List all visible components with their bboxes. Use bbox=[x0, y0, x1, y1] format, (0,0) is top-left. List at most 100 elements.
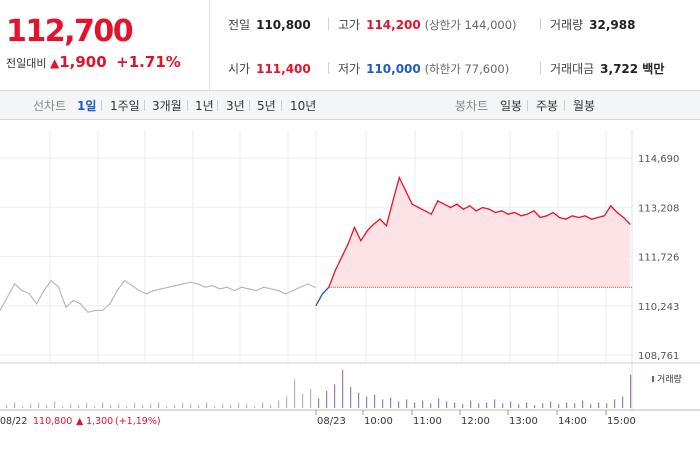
volume-bar bbox=[550, 401, 552, 408]
data-point bbox=[94, 309, 96, 312]
data-point bbox=[539, 216, 541, 219]
tab-monthly-candle[interactable]: 월봉 bbox=[573, 99, 596, 113]
x-tick-label: 08/23 bbox=[317, 416, 346, 427]
data-point bbox=[385, 225, 388, 227]
volume-bar bbox=[630, 374, 632, 408]
data-point bbox=[241, 286, 243, 288]
data-point bbox=[153, 289, 155, 292]
tab-weekly-candle[interactable]: 주봉 bbox=[536, 99, 559, 113]
data-point bbox=[233, 289, 236, 292]
data-point bbox=[411, 203, 413, 205]
volume-legend: 거래량 bbox=[657, 373, 682, 385]
x-tick-label: 12:00 bbox=[461, 416, 490, 427]
volume-bar bbox=[470, 400, 472, 408]
data-point bbox=[558, 216, 561, 219]
data-point bbox=[6, 296, 8, 298]
price-chart: 114,690 113,208 111,726 110,243 108,761 08/2… bbox=[0, 120, 700, 450]
volume-bar bbox=[286, 396, 288, 408]
volume-bar bbox=[606, 403, 608, 408]
prev-day-percent: (+1,19%) bbox=[115, 416, 161, 427]
volume-bar bbox=[278, 400, 280, 408]
data-point bbox=[43, 289, 45, 292]
data-point bbox=[456, 203, 458, 205]
data-point bbox=[424, 210, 426, 212]
data-point bbox=[321, 293, 324, 295]
prev-day-price: 110,800 bbox=[33, 416, 72, 427]
tab-1day[interactable]: 1일 bbox=[77, 99, 97, 113]
data-point bbox=[507, 213, 509, 215]
data-point bbox=[501, 210, 503, 212]
volume-bar bbox=[494, 399, 496, 408]
data-point bbox=[315, 304, 317, 307]
volume-bar bbox=[254, 406, 256, 408]
data-point bbox=[0, 309, 1, 312]
data-point bbox=[610, 205, 612, 207]
data-point bbox=[533, 210, 535, 212]
volume-bar bbox=[54, 401, 56, 408]
series-line-08-22 bbox=[0, 279, 316, 313]
data-point bbox=[552, 211, 554, 214]
data-point bbox=[145, 293, 148, 295]
y-tick-label: 113,208 bbox=[638, 203, 679, 214]
tab-5year[interactable]: 5년 bbox=[257, 99, 276, 113]
volume-bar bbox=[174, 405, 176, 408]
data-point bbox=[488, 208, 490, 210]
data-point bbox=[248, 288, 250, 290]
volume-bar bbox=[446, 401, 448, 408]
volume-bar bbox=[214, 406, 216, 408]
volume-bar bbox=[158, 402, 160, 408]
data-point bbox=[437, 200, 439, 202]
tab-3month[interactable]: 3개월 bbox=[152, 99, 182, 113]
volume-bar bbox=[126, 406, 128, 408]
tab-daily-candle[interactable]: 일봉 bbox=[500, 99, 523, 113]
volume-bar bbox=[270, 405, 272, 408]
volume-bar bbox=[390, 397, 392, 408]
chart-tab-bar: 선차트 1일 1주일 3개월 1년 3년 5년 10년 봉차트 일봉 주봉 월봉 bbox=[0, 91, 700, 120]
volume-bar bbox=[230, 405, 232, 408]
data-point bbox=[189, 281, 192, 283]
tab-1year[interactable]: 1년 bbox=[195, 99, 214, 113]
data-point bbox=[270, 288, 272, 290]
volume-bar bbox=[438, 398, 440, 408]
data-point bbox=[603, 215, 605, 217]
data-point bbox=[307, 283, 309, 285]
change-percent: +1.71% bbox=[116, 53, 181, 71]
data-point bbox=[28, 293, 30, 295]
x-tick-label: 13:00 bbox=[509, 416, 538, 427]
data-point bbox=[87, 311, 89, 313]
volume-bar bbox=[462, 404, 464, 408]
volume-bar bbox=[502, 403, 504, 408]
data-point bbox=[160, 288, 162, 290]
data-point bbox=[292, 289, 294, 292]
y-tick-label: 111,726 bbox=[638, 253, 679, 264]
line-chart-label: 선차트 bbox=[33, 99, 67, 113]
volume-bar bbox=[62, 406, 64, 408]
prev-day-arrow: ▲ bbox=[76, 416, 84, 427]
volume-bar bbox=[318, 398, 320, 408]
volume-bar bbox=[366, 396, 368, 408]
volume-bar bbox=[134, 403, 136, 408]
volume-bar bbox=[358, 392, 360, 408]
data-point bbox=[366, 230, 368, 232]
data-point bbox=[475, 210, 477, 212]
volume-bar bbox=[294, 379, 296, 408]
tab-10year[interactable]: 10년 bbox=[290, 99, 317, 113]
up-arrow-icon: ▲ bbox=[49, 56, 60, 70]
data-point bbox=[116, 289, 118, 292]
data-point bbox=[392, 200, 394, 202]
tab-3year[interactable]: 3년 bbox=[226, 99, 245, 113]
volume-bar bbox=[558, 404, 560, 408]
volume-bar bbox=[70, 404, 72, 408]
volume-bar bbox=[46, 405, 48, 408]
data-point bbox=[417, 206, 420, 209]
volume-bar bbox=[382, 399, 384, 408]
volume-bar bbox=[350, 387, 352, 408]
data-point bbox=[334, 270, 336, 272]
stat-amount: 거래대금 3,722 백만 bbox=[550, 62, 665, 76]
volume-bar bbox=[374, 394, 376, 408]
data-point bbox=[285, 293, 287, 295]
volume-bar bbox=[118, 404, 120, 408]
volume-bar bbox=[518, 404, 520, 408]
volume-bar bbox=[238, 403, 240, 408]
tab-1week[interactable]: 1주일 bbox=[110, 99, 140, 113]
